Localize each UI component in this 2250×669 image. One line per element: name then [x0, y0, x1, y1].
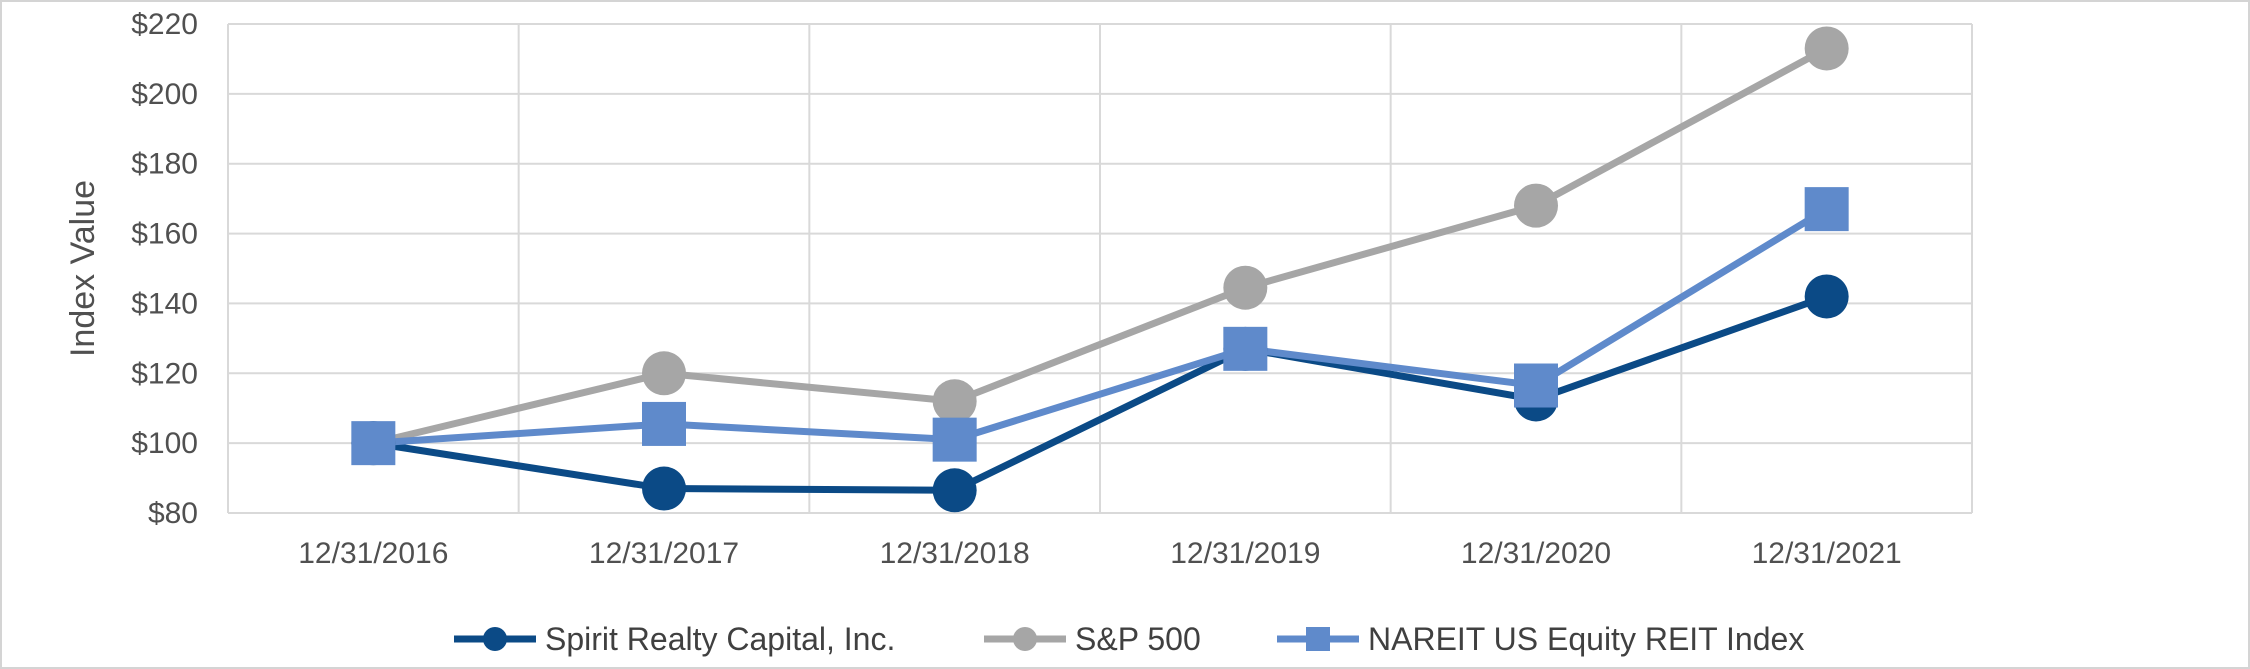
legend: Spirit Realty Capital, Inc. S&P 500 NAREIT… — [454, 621, 1804, 657]
y-tick-label: $120 — [131, 357, 198, 390]
y-tick-label: $200 — [131, 78, 198, 111]
series-line — [372, 45, 1829, 447]
data-point — [351, 421, 396, 466]
y-tick-label: $220 — [131, 8, 198, 41]
y-tick-label: $140 — [131, 287, 198, 320]
x-tick-label: 12/31/2020 — [1461, 537, 1611, 570]
legend-swatch-marker — [483, 627, 507, 651]
legend-swatch-marker — [1306, 627, 1330, 651]
legend-label: S&P 500 — [1075, 621, 1201, 657]
data-point — [932, 417, 977, 462]
data-point — [1804, 187, 1849, 232]
data-point — [1223, 326, 1268, 371]
series-2 — [373, 206, 1829, 447]
legend-item: NAREIT US Equity REIT Index — [1277, 621, 1804, 657]
y-axis-title: Index Value — [64, 180, 102, 357]
data-point — [1804, 26, 1849, 71]
legend-item: Spirit Realty Capital, Inc. — [454, 621, 895, 657]
data-point — [1514, 183, 1558, 228]
x-tick-label: 12/31/2018 — [880, 537, 1030, 570]
series-layer — [351, 26, 1849, 513]
data-point — [932, 379, 977, 424]
data-point — [932, 468, 977, 513]
series-0 — [372, 293, 1828, 494]
data-point — [1514, 363, 1558, 408]
series-1 — [372, 45, 1829, 447]
grid-layer — [227, 23, 1973, 514]
series-markers-2 — [351, 187, 1849, 466]
data-point — [642, 466, 686, 511]
data-point — [1223, 265, 1268, 310]
x-tick-label: 12/31/2016 — [298, 537, 448, 570]
axis-layer: $80 $100 $120 $140 $160 $180 $200 $220 12/31/201… — [131, 8, 1901, 570]
series-line — [372, 293, 1828, 494]
data-point — [642, 351, 686, 396]
data-point — [1804, 274, 1849, 319]
legend-item: S&P 500 — [984, 621, 1201, 657]
y-tick-label: $180 — [131, 148, 198, 181]
y-tick-label: $80 — [148, 497, 198, 530]
x-tick-label: 12/31/2021 — [1752, 537, 1902, 570]
legend-label: Spirit Realty Capital, Inc. — [545, 621, 895, 657]
x-tick-label: 12/31/2019 — [1170, 537, 1320, 570]
y-tick-label: $100 — [131, 427, 198, 460]
series-line — [373, 206, 1829, 447]
x-tick-label: 12/31/2017 — [589, 537, 739, 570]
legend-swatch-marker — [1013, 627, 1037, 651]
y-tick-label: $160 — [131, 218, 198, 251]
data-point — [642, 401, 686, 446]
legend-label: NAREIT US Equity REIT Index — [1368, 621, 1804, 657]
